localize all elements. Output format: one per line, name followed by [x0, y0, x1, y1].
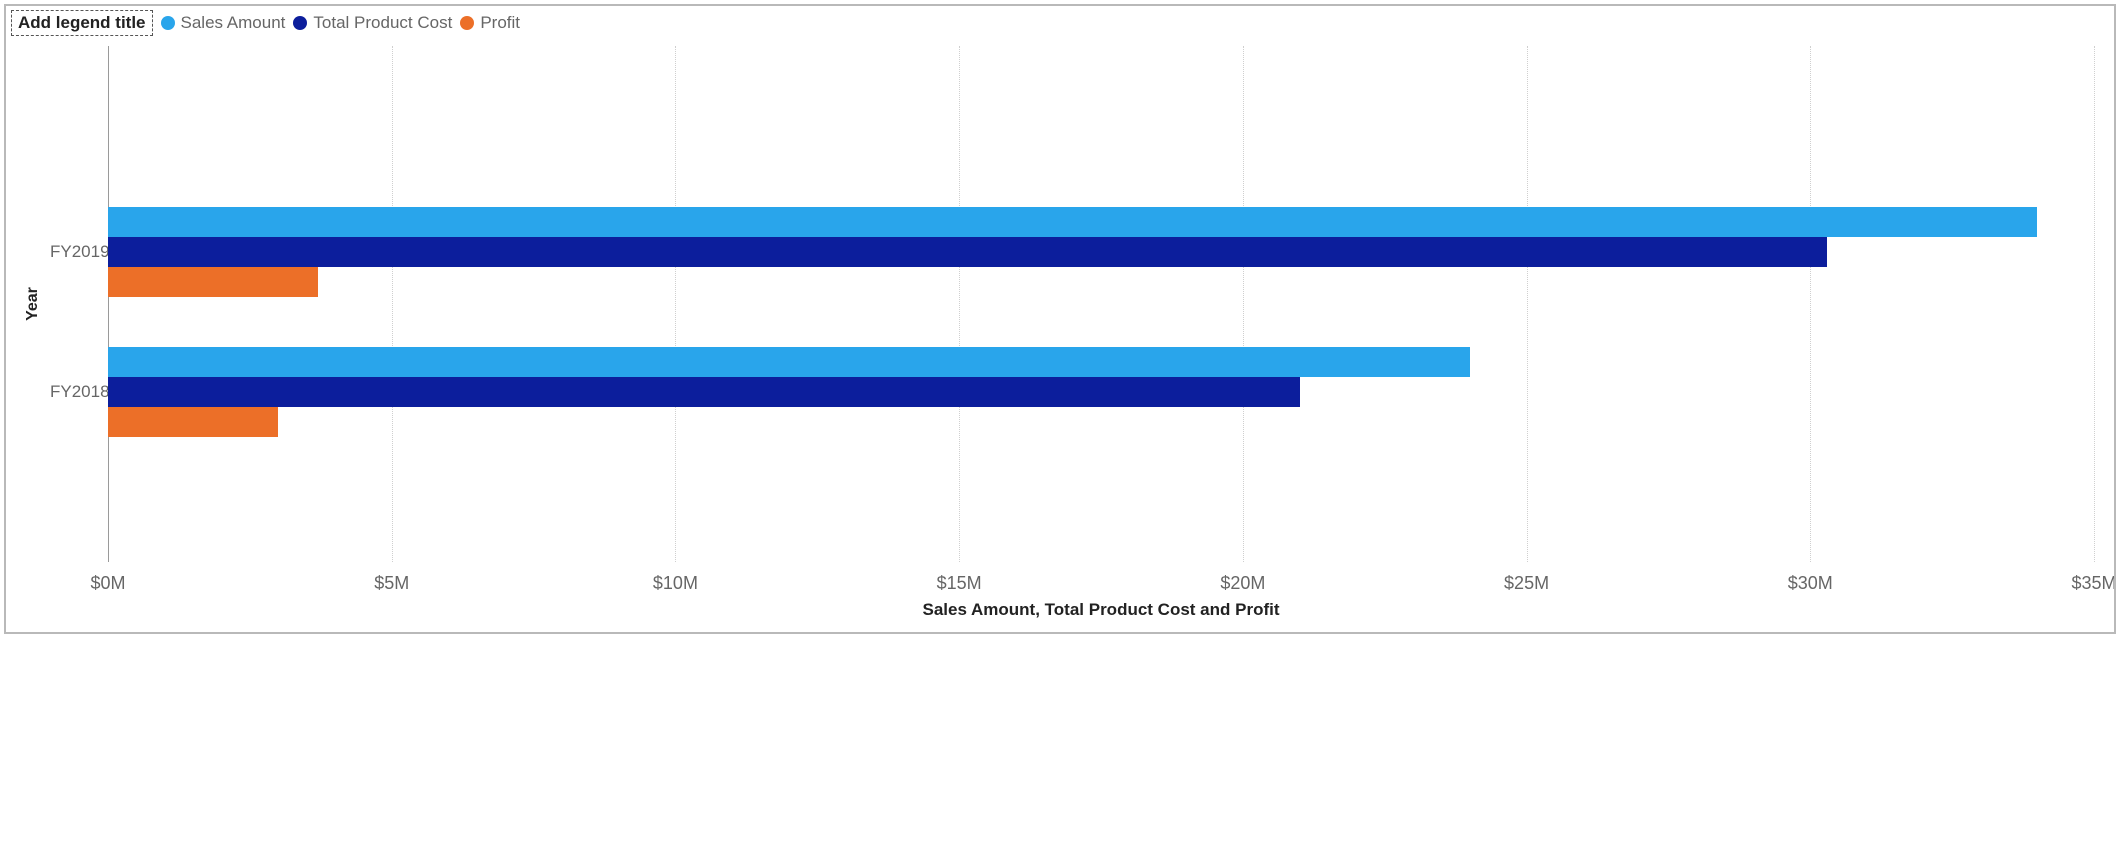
bar[interactable] — [108, 237, 1827, 267]
bar[interactable] — [108, 207, 2037, 237]
x-tick-label: $10M — [653, 573, 698, 594]
grid-line — [675, 46, 676, 562]
x-tick-label: $20M — [1220, 573, 1265, 594]
bar[interactable] — [108, 347, 1470, 377]
legend-item-total-product-cost[interactable]: Total Product Cost — [293, 13, 452, 33]
legend-label: Total Product Cost — [313, 13, 452, 33]
grid-line — [108, 46, 109, 562]
legend-dot-icon — [460, 16, 474, 30]
x-tick-label: $0M — [90, 573, 125, 594]
x-axis-title: Sales Amount, Total Product Cost and Pro… — [922, 600, 1279, 620]
legend-item-sales-amount[interactable]: Sales Amount — [161, 13, 286, 33]
x-tick-label: $5M — [374, 573, 409, 594]
grid-line — [959, 46, 960, 562]
plot-area: $0M$5M$10M$15M$20M$25M$30M$35MFY2019FY20… — [108, 46, 2094, 562]
legend: Add legend title Sales Amount Total Prod… — [11, 10, 520, 36]
y-category-label: FY2019 — [50, 242, 106, 262]
grid-line — [1810, 46, 1811, 562]
legend-title-placeholder[interactable]: Add legend title — [11, 10, 153, 36]
x-tick-label: $30M — [1788, 573, 1833, 594]
bar[interactable] — [108, 267, 318, 297]
grid-line — [2094, 46, 2095, 562]
plot-wrap: Year Sales Amount, Total Product Cost an… — [108, 46, 2094, 562]
legend-label: Sales Amount — [181, 13, 286, 33]
legend-dot-icon — [161, 16, 175, 30]
bar[interactable] — [108, 377, 1300, 407]
grid-line — [1527, 46, 1528, 562]
x-tick-label: $35M — [2071, 573, 2116, 594]
grid-line — [392, 46, 393, 562]
legend-item-profit[interactable]: Profit — [460, 13, 520, 33]
chart-frame: Add legend title Sales Amount Total Prod… — [4, 4, 2116, 634]
bar[interactable] — [108, 407, 278, 437]
grid-line — [1243, 46, 1244, 562]
legend-dot-icon — [293, 16, 307, 30]
legend-label: Profit — [480, 13, 520, 33]
y-category-label: FY2018 — [50, 382, 106, 402]
x-tick-label: $25M — [1504, 573, 1549, 594]
x-tick-label: $15M — [937, 573, 982, 594]
y-axis-title: Year — [24, 287, 42, 321]
